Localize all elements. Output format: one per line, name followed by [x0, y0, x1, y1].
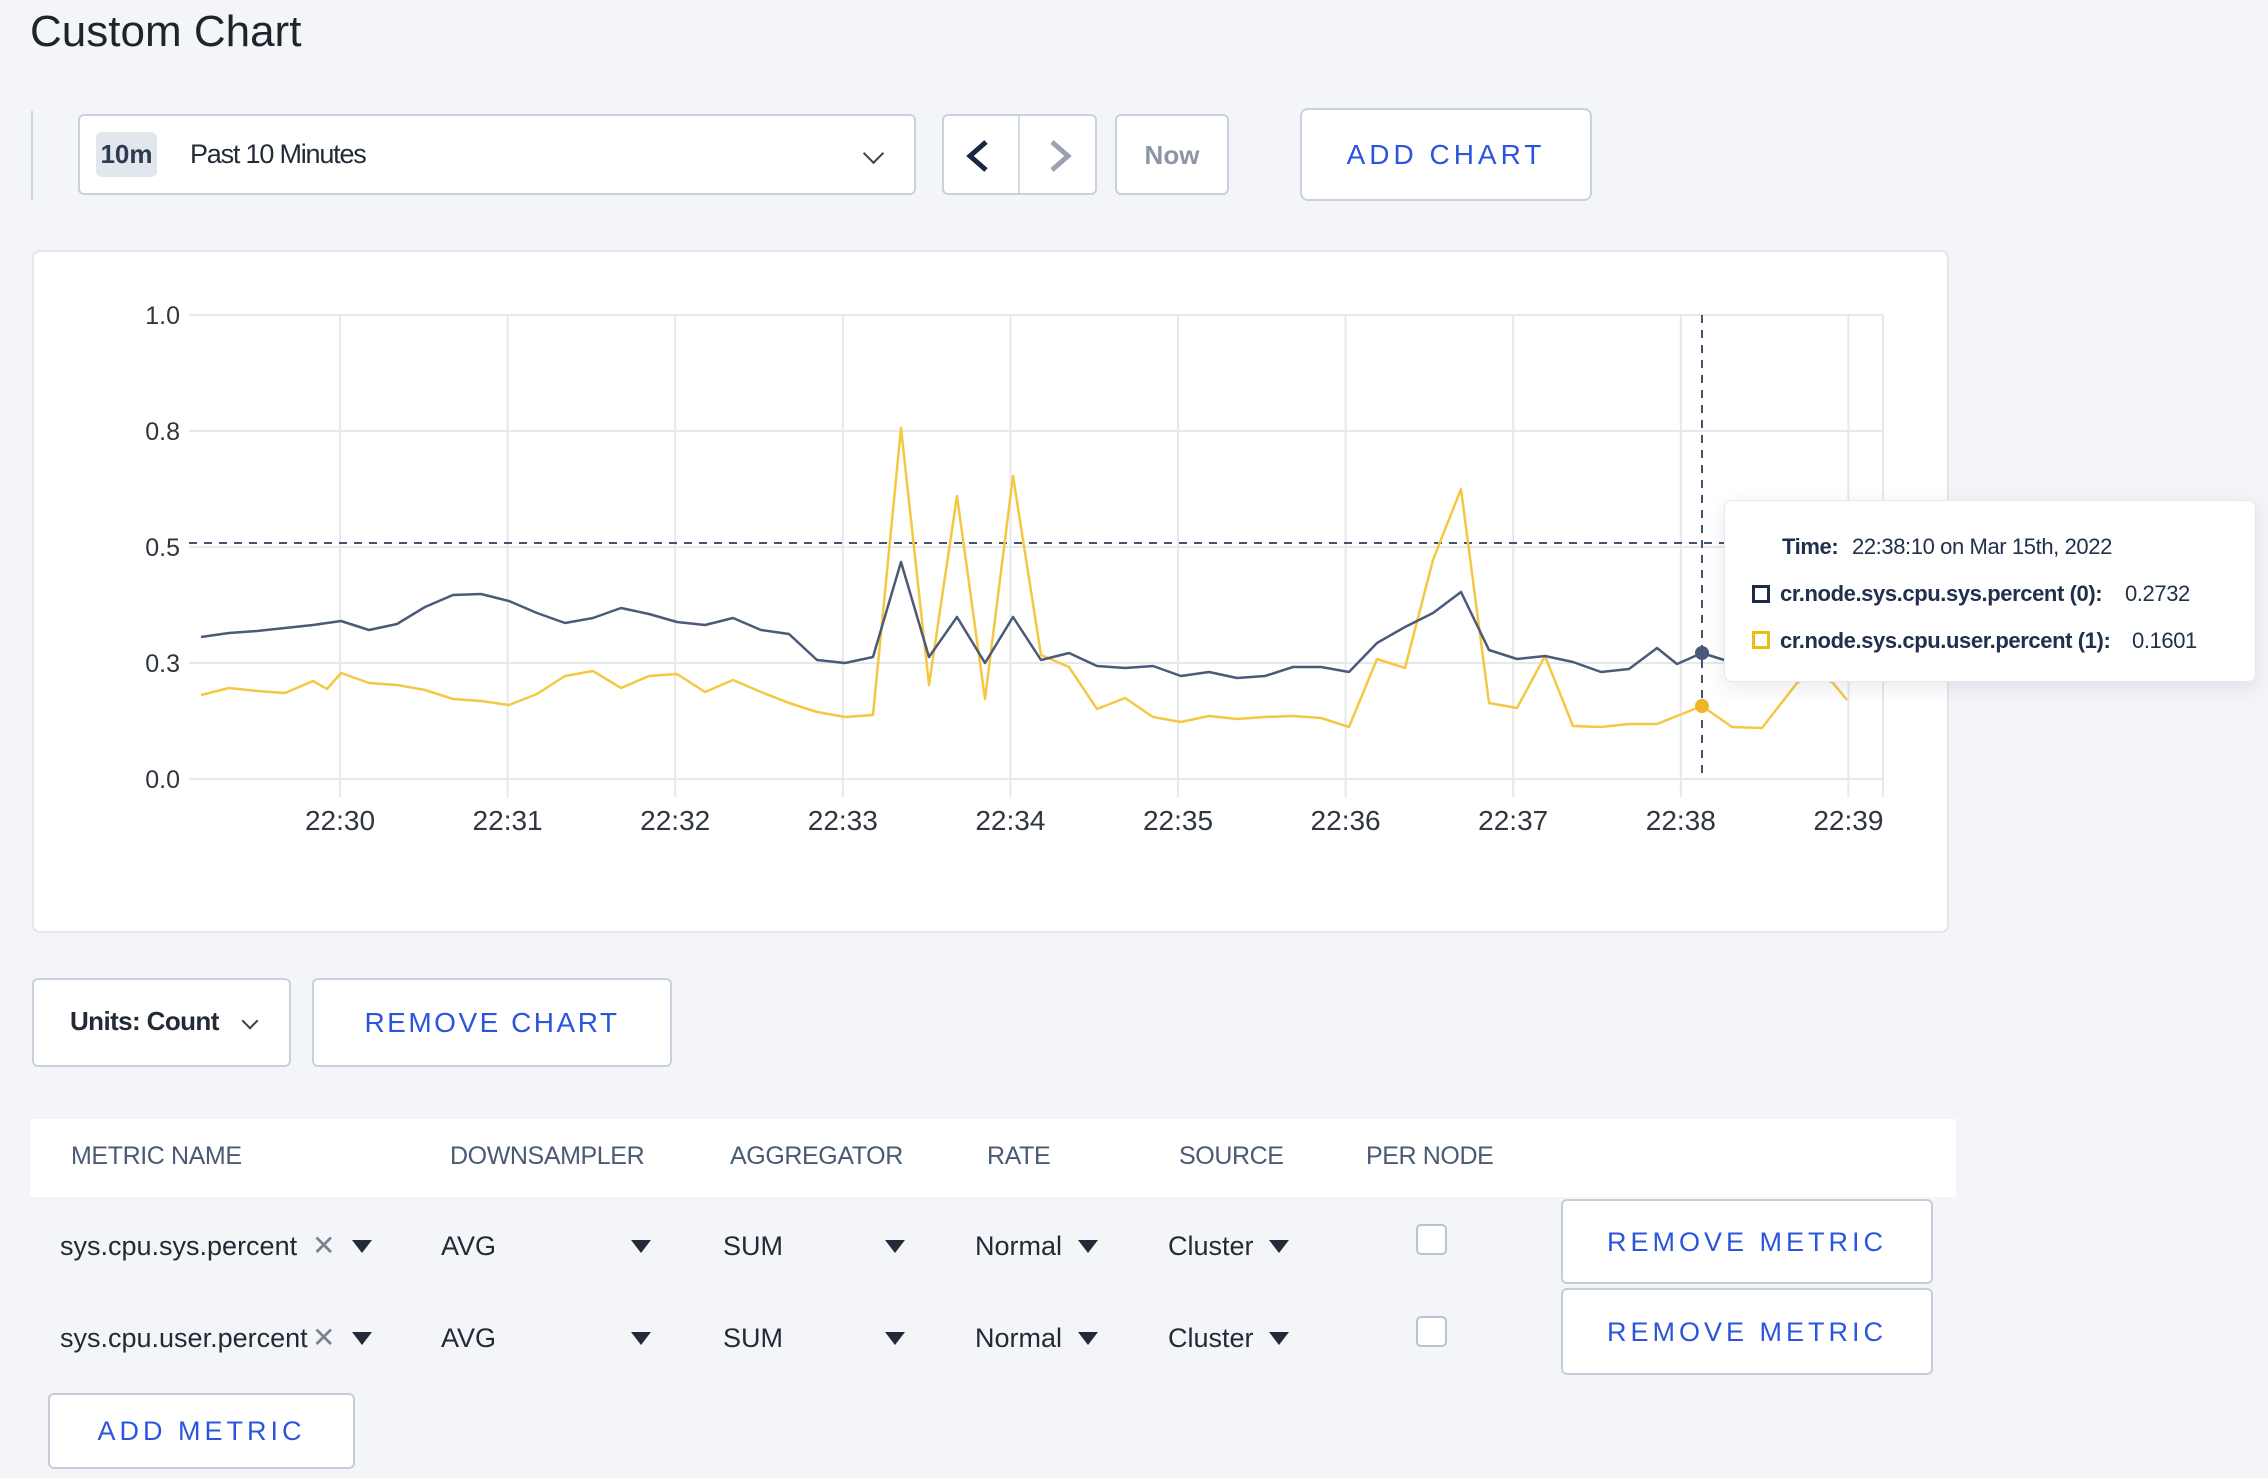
svg-text:0.3: 0.3 — [145, 650, 180, 678]
svg-text:0.0: 0.0 — [145, 766, 180, 794]
svg-text:0.8: 0.8 — [145, 418, 180, 446]
svg-text:22:36: 22:36 — [1311, 805, 1381, 836]
svg-text:22:30: 22:30 — [305, 805, 375, 836]
svg-text:22:32: 22:32 — [640, 805, 710, 836]
svg-text:0.5: 0.5 — [145, 534, 180, 562]
svg-text:22:38: 22:38 — [1646, 805, 1716, 836]
svg-text:22:39: 22:39 — [1813, 805, 1883, 836]
svg-text:22:33: 22:33 — [808, 805, 878, 836]
svg-text:1.0: 1.0 — [145, 302, 180, 330]
svg-text:22:31: 22:31 — [473, 805, 543, 836]
svg-text:22:37: 22:37 — [1478, 805, 1548, 836]
svg-text:22:35: 22:35 — [1143, 805, 1213, 836]
svg-text:22:34: 22:34 — [975, 805, 1045, 836]
